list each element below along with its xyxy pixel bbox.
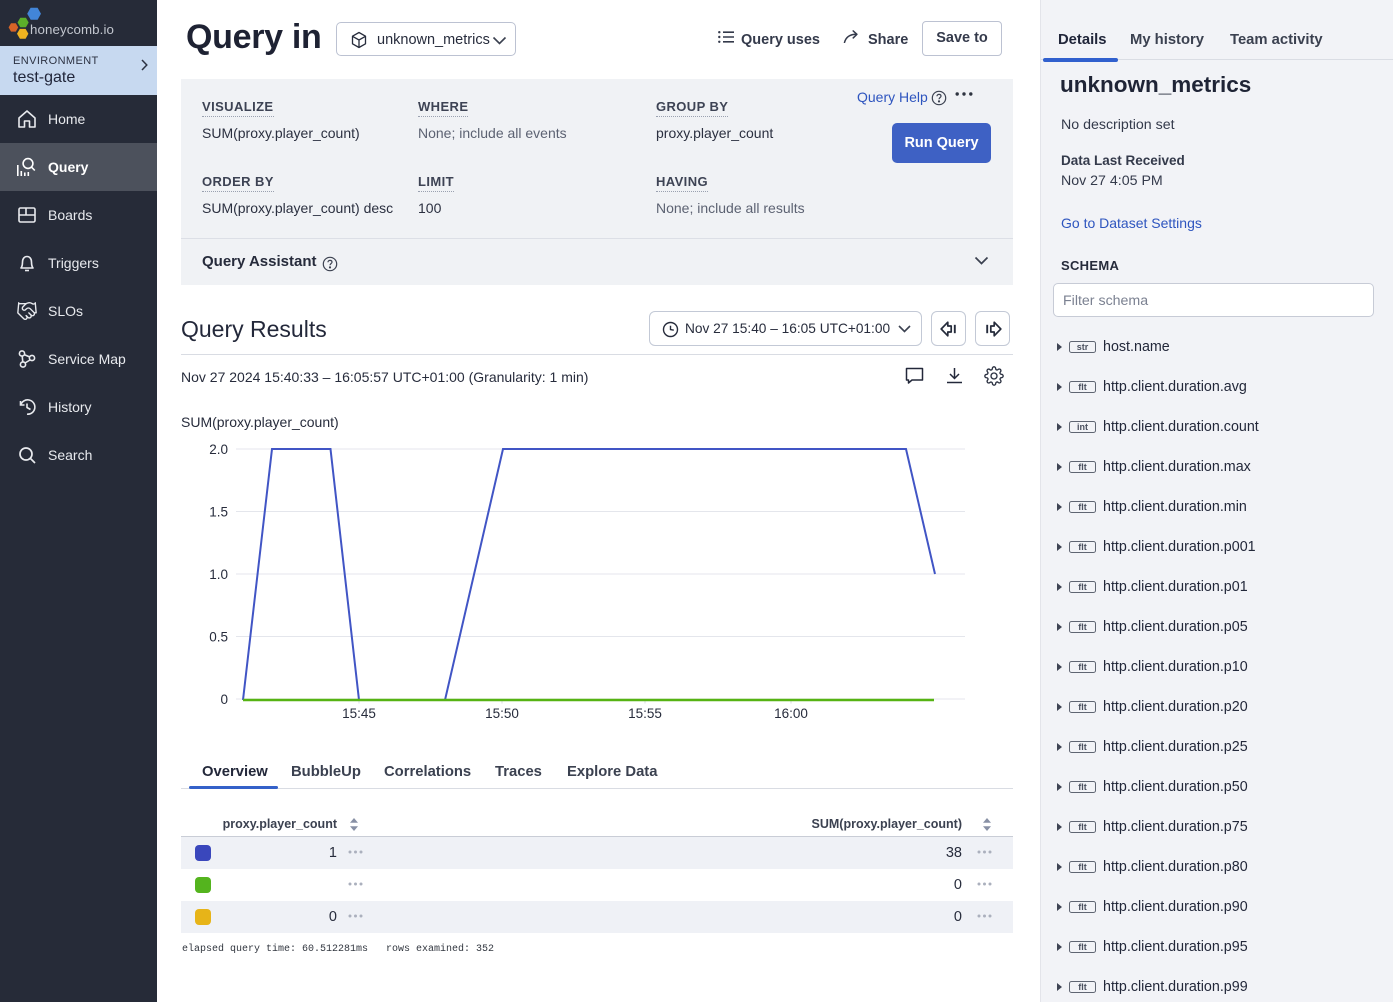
svg-text:0.5: 0.5 bbox=[209, 630, 228, 645]
svg-text:1.0: 1.0 bbox=[209, 567, 228, 582]
svg-text:1.5: 1.5 bbox=[209, 505, 228, 520]
svg-text:0: 0 bbox=[220, 692, 228, 707]
svg-text:15:55: 15:55 bbox=[628, 706, 662, 721]
svg-text:2.0: 2.0 bbox=[209, 442, 228, 457]
svg-text:15:45: 15:45 bbox=[342, 706, 376, 721]
svg-text:15:50: 15:50 bbox=[485, 706, 519, 721]
svg-text:16:00: 16:00 bbox=[774, 706, 808, 721]
